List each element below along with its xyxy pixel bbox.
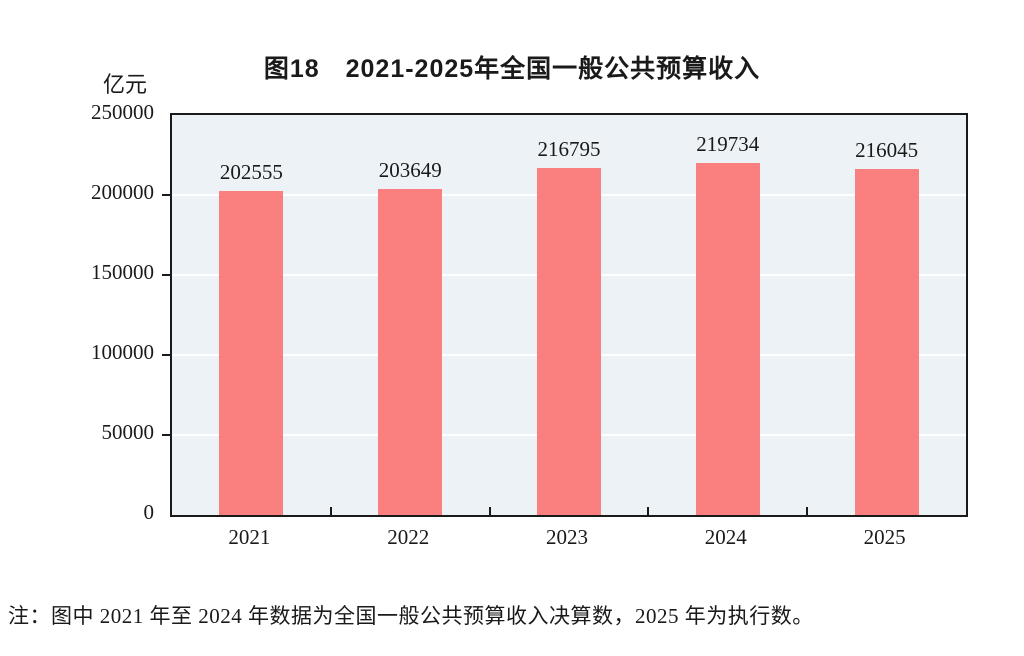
y-tick-label: 150000 (91, 260, 154, 284)
bar-2025[interactable] (854, 169, 919, 515)
footnote: 注：图中 2021 年至 2024 年数据为全国一般公共预算收入决算数，2025… (8, 604, 814, 628)
bar-2024[interactable] (695, 163, 760, 515)
x-tick-mark (329, 507, 332, 515)
bar-2021[interactable] (219, 190, 284, 515)
x-tick-label: 2025 (863, 525, 906, 549)
y-tick-label: 0 (143, 500, 155, 524)
x-tick-mark (806, 507, 809, 515)
x-axis: 2021 2022 2023 2024 2025 (170, 523, 968, 553)
chart-title: 图18 2021-2025年全国一般公共预算收入 (263, 55, 761, 83)
y-tick-label: 250000 (91, 100, 154, 124)
bar-2023[interactable] (537, 168, 601, 515)
y-tick-label: 200000 (91, 180, 154, 204)
plot-area: 202555 203649 216795 219734 216045 (162, 113, 968, 517)
x-tick-mark (647, 507, 650, 515)
y-axis-unit-label: 亿元 (103, 72, 148, 97)
y-tick-mark (162, 274, 170, 276)
y-tick-mark (162, 194, 170, 196)
y-tick-label: 100000 (91, 340, 154, 364)
bar-value-label: 219734 (696, 132, 760, 157)
bar-value-label: 216045 (855, 138, 919, 163)
x-tick-mark (488, 507, 491, 515)
x-tick-label: 2022 (387, 525, 430, 549)
y-tick-label: 50000 (101, 420, 155, 444)
x-tick-label: 2024 (704, 525, 747, 549)
y-tick-mark (162, 434, 170, 436)
bar-value-label: 216795 (537, 137, 601, 162)
x-tick-label: 2023 (546, 525, 588, 549)
bar-value-label: 203649 (378, 158, 442, 183)
bar-value-label: 202555 (219, 159, 283, 184)
bar-2022[interactable] (378, 189, 443, 515)
y-axis: 0 50000 100000 150000 200000 250000 (0, 100, 158, 524)
x-tick-label: 2021 (228, 525, 271, 549)
y-tick-mark (162, 354, 170, 356)
